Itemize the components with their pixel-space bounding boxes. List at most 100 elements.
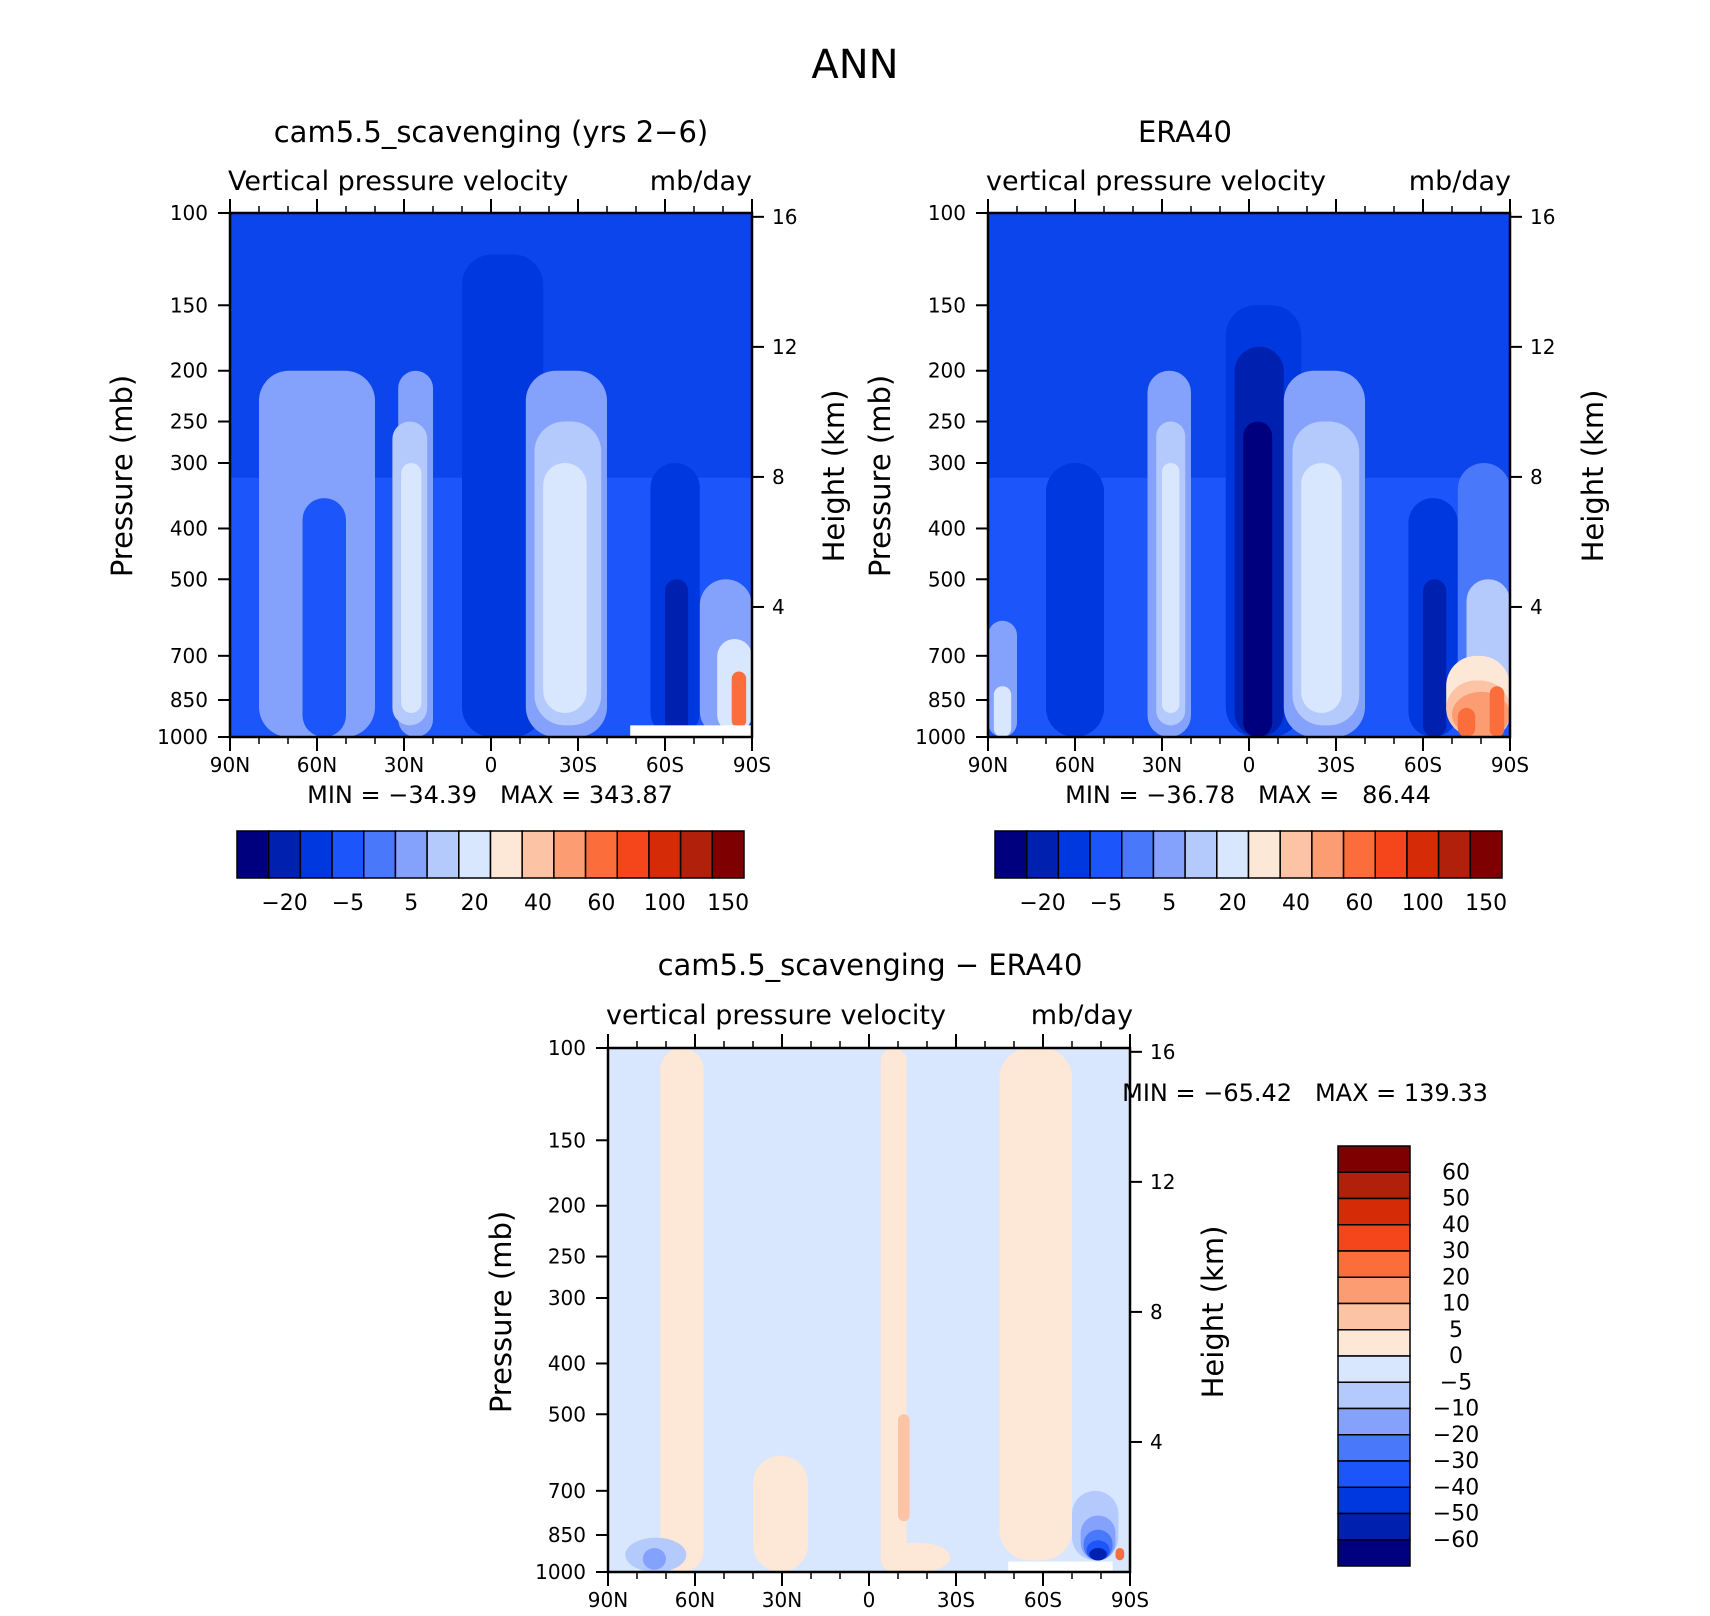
panel-diff-subtitle-left: vertical pressure velocity [606, 1000, 946, 1031]
contour-band [1489, 686, 1505, 737]
plot-area-model [228, 211, 754, 739]
right-axis-label-obs: Height (km) [1576, 390, 1610, 563]
colorbar-label: 150 [707, 891, 749, 916]
colorbar-label: 30 [1442, 1239, 1470, 1264]
contour-band [993, 686, 1012, 737]
colorbar-swatch [648, 830, 682, 879]
colorbar-swatch [1025, 830, 1060, 879]
colorbar-swatch [1089, 830, 1123, 879]
colorbar-swatch [1337, 1171, 1411, 1200]
right-axis-label-diff: Height (km) [1196, 1226, 1230, 1399]
colorbar-label: −10 [1433, 1397, 1479, 1422]
pressure-tick-label: 850 [928, 688, 966, 712]
latitude-tick-label: 90S [1111, 1588, 1149, 1612]
height-tick-label: 12 [1530, 335, 1555, 359]
latitude-tick-label: 0 [485, 753, 498, 777]
latitude-axis-diff: 90N 60N 30N 0 30S 60S 90S [588, 1034, 1149, 1612]
colorbar-label: 40 [1442, 1213, 1470, 1238]
panel-model-subtitle-right: mb/day [650, 166, 752, 197]
panel-diff: cam5.5_scavenging − ERA40 vertical press… [484, 948, 1488, 1612]
contour-band [999, 1048, 1072, 1561]
pressure-tick-label: 150 [548, 1128, 586, 1152]
pressure-tick-label: 250 [170, 410, 208, 434]
colorbar-swatch [1337, 1355, 1411, 1383]
colorbar-label: 100 [644, 891, 686, 916]
colorbar-swatch [711, 830, 745, 879]
colorbar-label: −20 [261, 891, 307, 916]
colorbar-swatch [394, 830, 428, 879]
colorbar-label: −20 [1433, 1423, 1479, 1448]
colorbar-swatch [331, 830, 365, 879]
colorbar-swatch [1279, 830, 1313, 879]
contour-band [462, 254, 544, 737]
latitude-tick-label: 90N [588, 1588, 628, 1612]
colorbar-label: 150 [1465, 891, 1507, 916]
colorbar-swatch [1152, 830, 1186, 879]
contour-band [401, 463, 422, 714]
colorbar-swatch [1337, 1407, 1411, 1436]
colorbar-model: −20 −5 5 20 40 60 100 150 [236, 830, 749, 916]
figure-title: ANN [811, 42, 898, 88]
pressure-tick-label: 1000 [915, 725, 966, 749]
pressure-tick-label: 200 [928, 359, 966, 383]
colorbar-swatch [1374, 830, 1408, 879]
pressure-tick-label: 250 [548, 1245, 586, 1269]
contour-band [1457, 707, 1476, 737]
colorbar-swatch [1337, 1460, 1411, 1488]
colorbar-swatch [1337, 1302, 1411, 1331]
height-tick-label: 8 [1150, 1300, 1163, 1324]
pressure-tick-label: 700 [928, 644, 966, 668]
latitude-tick-label: 90S [1491, 753, 1529, 777]
latitude-tick-label: 60N [1055, 753, 1095, 777]
pressure-tick-label: 400 [170, 516, 208, 540]
colorbar-label: −20 [1019, 891, 1065, 916]
colorbar-swatch [994, 830, 1028, 879]
colorbar-label: 20 [1442, 1265, 1470, 1290]
pressure-tick-label: 200 [170, 359, 208, 383]
colorbar-swatch [1184, 830, 1218, 879]
contour-band [1115, 1548, 1125, 1561]
colorbar-swatch [1337, 1381, 1411, 1410]
colorbar-swatch [426, 830, 460, 879]
colorbar-swatch [458, 830, 492, 879]
colorbar-swatch [1337, 1145, 1411, 1173]
panel-model: cam5.5_scavenging (yrs 2−6) Vertical pre… [105, 115, 851, 916]
latitude-tick-label: 90N [968, 753, 1008, 777]
colorbar-swatch [1337, 1434, 1411, 1462]
missing-data-region [630, 725, 752, 737]
right-axis-label-model: Height (km) [817, 390, 851, 563]
colorbar-label: −5 [332, 891, 364, 916]
colorbar-swatch [1337, 1486, 1411, 1515]
colorbar-label: −5 [1440, 1370, 1472, 1395]
panel-obs: ERA40 vertical pressure velocity mb/day … [863, 115, 1610, 916]
colorbar-label: −5 [1090, 891, 1122, 916]
colorbar-swatch [267, 830, 302, 879]
pressure-axis-obs: 100 150 200 250 300 400 500 700 850 1000 [915, 201, 988, 749]
contour-band [731, 671, 747, 728]
colorbar-swatch [1121, 830, 1155, 879]
height-axis-model: 16 12 8 4 [752, 205, 797, 619]
pressure-tick-label: 150 [170, 293, 208, 317]
y-axis-label-obs: Pressure (mb) [863, 375, 897, 577]
pressure-tick-label: 100 [548, 1036, 586, 1060]
contour-band [1046, 463, 1104, 737]
colorbar-swatch [1342, 830, 1376, 879]
latitude-tick-label: 0 [1243, 753, 1256, 777]
pressure-tick-label: 200 [548, 1194, 586, 1218]
colorbar-label: 5 [1449, 1318, 1463, 1343]
colorbar-label: 40 [1282, 891, 1310, 916]
panel-obs-subtitle-right: mb/day [1409, 166, 1511, 197]
latitude-tick-label: 60N [675, 1588, 715, 1612]
colorbar-label: 5 [404, 891, 418, 916]
colorbar-obs: −20 −5 5 20 40 60 100 150 [994, 830, 1507, 916]
height-tick-label: 16 [1150, 1040, 1175, 1064]
colorbar-label: −40 [1433, 1475, 1479, 1500]
stats-obs: MIN = −36.78 MAX = 86.44 [1065, 781, 1431, 809]
plot-area-obs [986, 211, 1512, 739]
height-tick-label: 4 [1530, 595, 1543, 619]
latitude-tick-label: 60S [1024, 1588, 1062, 1612]
colorbar-swatch [1311, 830, 1345, 879]
colorbar-label: 40 [524, 891, 552, 916]
latitude-tick-label: 30N [1142, 753, 1182, 777]
